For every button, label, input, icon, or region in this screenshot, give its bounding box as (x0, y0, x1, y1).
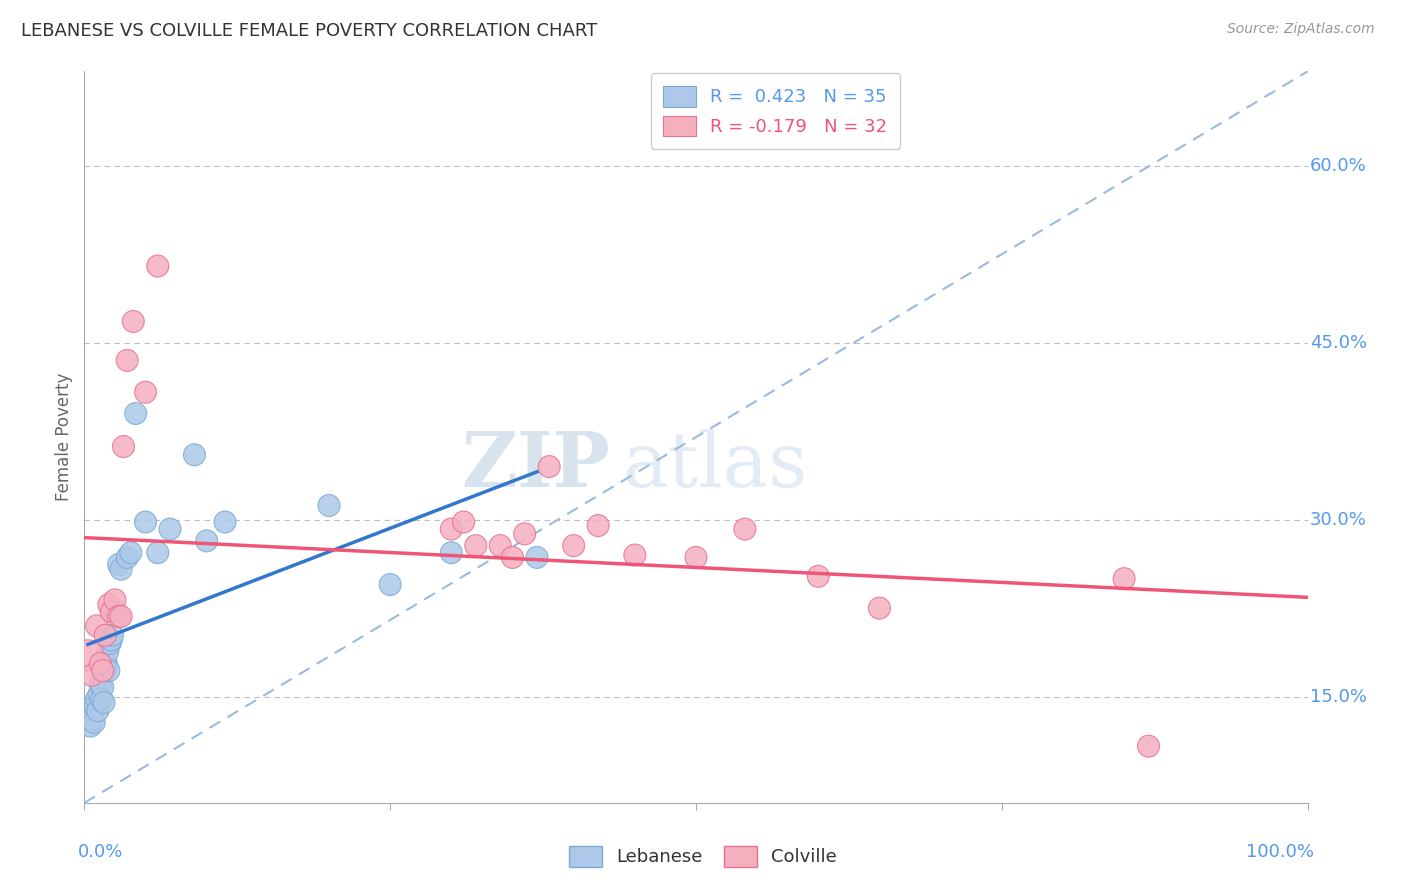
Text: ZIP: ZIP (461, 429, 610, 503)
Point (97, 598, 120, 612)
Point (96, 657, 118, 671)
Text: 100.0%: 100.0% (1246, 843, 1313, 861)
Point (91, 664, 114, 678)
Point (86, 619, 108, 633)
Point (464, 539, 486, 553)
Point (146, 546, 169, 560)
Text: 15.0%: 15.0% (1310, 688, 1367, 706)
Point (83, 715, 105, 730)
Text: 30.0%: 30.0% (1310, 510, 1367, 529)
Point (112, 440, 135, 454)
Text: 60.0%: 60.0% (1310, 157, 1367, 175)
Point (110, 562, 132, 576)
Point (120, 546, 142, 560)
Point (77, 648, 100, 663)
Point (318, 499, 340, 513)
Point (125, 407, 148, 421)
Point (489, 539, 512, 553)
Point (101, 628, 124, 642)
Point (80, 668, 103, 682)
Point (122, 314, 145, 328)
Point (84, 699, 107, 714)
Point (87, 704, 110, 718)
Point (89, 657, 111, 671)
Text: LEBANESE VS COLVILLE FEMALE POVERTY CORRELATION CHART: LEBANESE VS COLVILLE FEMALE POVERTY CORR… (21, 22, 598, 40)
Point (453, 515, 475, 529)
Point (91, 680, 114, 694)
Point (195, 533, 218, 548)
Point (685, 550, 707, 565)
Point (526, 550, 548, 565)
Point (586, 518, 609, 533)
Point (115, 550, 138, 565)
Point (135, 515, 157, 529)
Point (115, 353, 138, 368)
Point (98, 636, 121, 650)
Point (107, 558, 129, 572)
Point (183, 448, 205, 462)
Point (110, 609, 132, 624)
Y-axis label: Female Poverty: Female Poverty (55, 373, 73, 501)
Point (502, 550, 524, 565)
Text: 45.0%: 45.0% (1310, 334, 1367, 351)
Point (869, 601, 891, 615)
Point (104, 593, 127, 607)
Point (159, 522, 181, 536)
Point (624, 548, 647, 562)
Text: Source: ZipAtlas.com: Source: ZipAtlas.com (1227, 22, 1375, 37)
Point (86, 692, 108, 706)
Legend: R =  0.423   N = 35, R = -0.179   N = 32: R = 0.423 N = 35, R = -0.179 N = 32 (651, 73, 900, 149)
Point (440, 522, 463, 536)
Point (77, 707, 100, 722)
Point (146, 259, 169, 273)
Point (100, 632, 122, 647)
Point (89, 678, 111, 692)
Point (214, 515, 236, 529)
Point (90, 692, 112, 706)
Point (734, 522, 756, 536)
Point (807, 569, 830, 583)
Legend: Lebanese, Colville: Lebanese, Colville (562, 838, 844, 874)
Point (79, 719, 101, 733)
Point (1114, 572, 1136, 586)
Text: 0.0%: 0.0% (79, 843, 124, 861)
Point (1137, 739, 1160, 754)
Point (135, 385, 157, 400)
Point (513, 526, 536, 541)
Point (104, 605, 127, 619)
Point (94, 664, 117, 678)
Point (87, 687, 110, 701)
Point (440, 546, 463, 560)
Point (97, 664, 120, 678)
Point (107, 609, 129, 624)
Text: atlas: atlas (623, 429, 808, 503)
Point (80, 713, 103, 727)
Point (380, 577, 402, 591)
Point (100, 605, 122, 619)
Point (562, 539, 585, 553)
Point (97, 645, 120, 659)
Point (538, 459, 561, 474)
Point (93, 696, 115, 710)
Point (94, 628, 117, 642)
